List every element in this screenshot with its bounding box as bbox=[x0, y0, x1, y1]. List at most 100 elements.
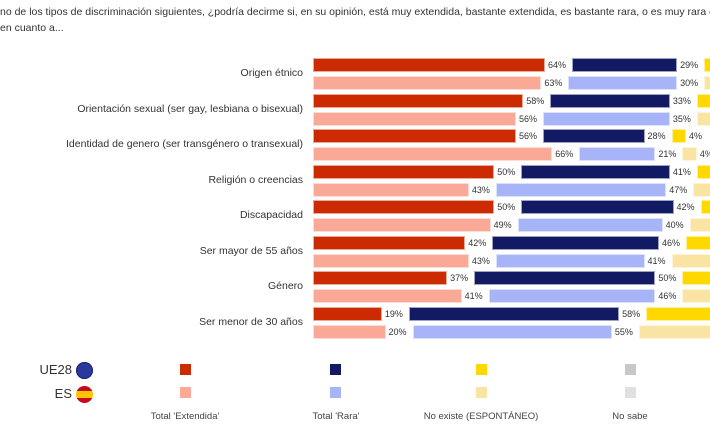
bar-ue28-s1 bbox=[408, 306, 620, 321]
legend-swatch-ue28-2 bbox=[476, 364, 487, 375]
bar-ue28-s0 bbox=[313, 164, 495, 179]
data-label: 43% bbox=[471, 184, 490, 195]
legend-swatch-ue28-3 bbox=[625, 364, 636, 375]
bar-es-s1 bbox=[543, 111, 670, 126]
legend-label-rara: Total 'Rara' bbox=[312, 411, 360, 422]
data-label: 21% bbox=[658, 149, 677, 159]
data-label: 19% bbox=[384, 308, 403, 319]
data-label: 41% bbox=[464, 291, 483, 301]
bar-ue28-s0 bbox=[313, 271, 448, 285]
data-label: 64% bbox=[548, 60, 567, 70]
bar-ue28-s1 bbox=[572, 58, 678, 72]
data-label: 4% bbox=[699, 149, 710, 159]
bar-ue28-s0 bbox=[313, 129, 516, 143]
bar-es-s1 bbox=[568, 76, 678, 90]
bar-ue28-s2 bbox=[671, 129, 686, 143]
legend-swatch-es-0 bbox=[180, 387, 191, 398]
data-label: 66% bbox=[555, 149, 574, 159]
category-label: Origen étnico bbox=[240, 67, 303, 79]
legend-label-no-sabe: No sabe bbox=[612, 411, 648, 422]
bar-ue28-s2 bbox=[696, 164, 710, 179]
data-label: 37% bbox=[450, 273, 469, 283]
data-label: 58% bbox=[526, 95, 545, 106]
legend-swatch-ue28-0 bbox=[180, 364, 191, 375]
bar-es-s0 bbox=[313, 182, 469, 197]
eu-flag-icon bbox=[76, 362, 93, 379]
data-label: 42% bbox=[468, 237, 487, 248]
data-label: 63% bbox=[544, 78, 563, 88]
category-label: Identidad de genero (ser transgénero o t… bbox=[66, 138, 303, 150]
bar-es-s0 bbox=[313, 111, 516, 126]
bar-es-s2 bbox=[696, 111, 710, 126]
data-label: 50% bbox=[658, 273, 677, 283]
category-label: Género bbox=[267, 280, 303, 292]
bar-ue28-s2 bbox=[704, 58, 710, 72]
bar-es-s0 bbox=[313, 289, 462, 303]
data-label: 42% bbox=[676, 202, 695, 212]
data-label: 56% bbox=[519, 131, 538, 141]
bar-ue28-s1 bbox=[521, 164, 670, 179]
bar-ue28-s0 bbox=[313, 306, 382, 321]
bar-ue28-s1 bbox=[492, 235, 659, 250]
data-label: 46% bbox=[662, 237, 681, 248]
bar-ue28-s2 bbox=[700, 200, 710, 214]
bar-ue28-s2 bbox=[646, 306, 710, 321]
data-label: 33% bbox=[672, 95, 691, 106]
bar-ue28-s0 bbox=[313, 200, 495, 214]
bar-es-s0 bbox=[313, 76, 542, 90]
category-label: Ser menor de 30 años bbox=[199, 315, 303, 328]
bar-es-s1 bbox=[412, 324, 612, 339]
bar-ue28-s2 bbox=[686, 235, 710, 250]
data-label: 20% bbox=[388, 326, 407, 337]
bar-es-s0 bbox=[313, 147, 553, 161]
data-label: 50% bbox=[497, 202, 516, 212]
bar-ue28-s1 bbox=[474, 271, 656, 285]
data-label: 49% bbox=[493, 220, 512, 230]
bar-es-s1 bbox=[495, 182, 667, 197]
spain-flag-icon bbox=[76, 386, 93, 403]
data-label: 47% bbox=[669, 184, 688, 195]
bar-es-s1 bbox=[579, 147, 656, 161]
category-label: Discapacidad bbox=[239, 209, 303, 221]
bar-es-s2 bbox=[682, 289, 710, 303]
bar-es-s0 bbox=[313, 253, 469, 268]
bar-es-s2 bbox=[682, 147, 697, 161]
data-label: 43% bbox=[471, 255, 490, 266]
legend-label-no-existe: No existe (ESPONTÁNEO) bbox=[423, 411, 539, 422]
legend-swatch-es-1 bbox=[330, 387, 341, 398]
bar-es-s2 bbox=[693, 182, 710, 197]
data-label: 55% bbox=[614, 326, 633, 337]
legend-swatch-ue28-1 bbox=[330, 364, 341, 375]
bar-ue28-s1 bbox=[521, 200, 674, 214]
bar-es-s1 bbox=[488, 289, 656, 303]
data-label: 30% bbox=[680, 78, 699, 88]
bar-es-s1 bbox=[495, 253, 645, 268]
data-label: 29% bbox=[680, 60, 699, 70]
data-label: 46% bbox=[658, 291, 677, 301]
legend-swatch-es-2 bbox=[476, 387, 487, 398]
bar-ue28-s1 bbox=[543, 129, 645, 143]
bar-ue28-s0 bbox=[313, 93, 524, 108]
data-label: 28% bbox=[647, 131, 666, 141]
bar-es-s2 bbox=[704, 76, 710, 90]
question-line-2: en cuanto a... bbox=[0, 22, 64, 34]
bar-ue28-s0 bbox=[313, 58, 545, 72]
bar-es-s2 bbox=[689, 218, 710, 232]
bar-ue28-s2 bbox=[696, 93, 710, 108]
legend-label-extendida: Total 'Extendida' bbox=[150, 411, 220, 422]
bar-es-s1 bbox=[517, 218, 663, 232]
data-label: 41% bbox=[672, 166, 691, 177]
question-line-1: no de los tipos de discriminación siguie… bbox=[0, 6, 710, 18]
bar-es-s0 bbox=[313, 218, 491, 232]
bar-es-s0 bbox=[313, 324, 386, 339]
bar-ue28-s1 bbox=[550, 93, 670, 108]
category-label: Ser mayor de 55 años bbox=[199, 244, 303, 257]
data-label: 58% bbox=[622, 308, 641, 319]
bar-ue28-s0 bbox=[313, 235, 466, 250]
data-label: 4% bbox=[689, 131, 703, 141]
legend-row-es: ES bbox=[54, 386, 72, 401]
bar-es-s2 bbox=[671, 253, 710, 268]
legend-row-ue28: UE28 bbox=[39, 362, 72, 377]
data-label: 56% bbox=[519, 113, 538, 124]
data-label: 35% bbox=[672, 113, 691, 124]
